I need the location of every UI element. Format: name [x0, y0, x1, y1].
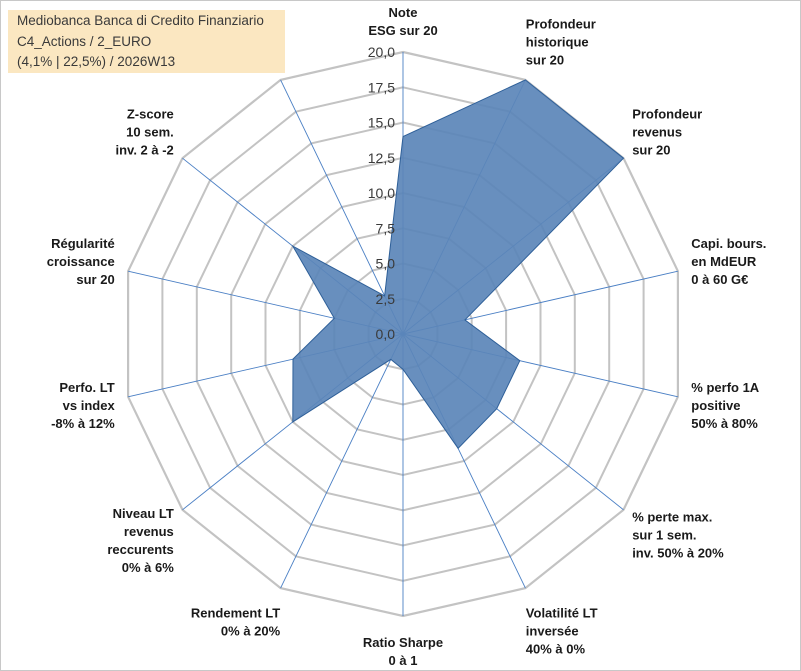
axis-label: sur 1 sem. — [632, 527, 696, 542]
axis-label: 0% à 20% — [221, 624, 281, 639]
series-point — [457, 447, 460, 450]
axis-label: Profondeur — [526, 16, 596, 31]
axis-label-group: Volatilité LT inversée 40% à 0% — [526, 606, 598, 657]
series-point — [518, 359, 521, 362]
axis-label: revenus — [632, 125, 682, 140]
axis-label: % perfo 1A — [691, 380, 760, 395]
radar-series — [291, 78, 625, 450]
radar-tick-labels: 0,0 2,5 5,0 7,5 10,0 12,5 15,0 17,5 20,0 — [368, 44, 395, 342]
axis-label: sur 20 — [76, 272, 114, 287]
axis-label: historique — [526, 34, 589, 49]
axis-label: -8% à 12% — [51, 416, 115, 431]
axis-label: reccurents — [107, 542, 173, 557]
axis-label-group: Note ESG sur 20 — [368, 5, 437, 38]
chart-title-company: Mediobanca Banca di Credito Finanziario — [17, 13, 264, 28]
axis-label-group: % perfo 1A positive 50% à 80% — [691, 380, 760, 431]
axis-label: 0 à 1 — [389, 653, 418, 668]
axis-label: Z-score — [127, 107, 174, 122]
tick-label: 12,5 — [368, 150, 395, 166]
axis-label: Rendement LT — [191, 606, 280, 621]
axis-label: inv. 2 à -2 — [116, 143, 174, 158]
axis-label: % perte max. — [632, 509, 712, 524]
axis-label: 40% à 0% — [526, 642, 586, 657]
tick-label: 0,0 — [376, 326, 396, 342]
series-point — [291, 420, 294, 423]
series-point — [389, 358, 392, 361]
axis-label: croissance — [47, 254, 115, 269]
axis-label: en MdEUR — [691, 254, 757, 269]
tick-label: 15,0 — [368, 115, 395, 131]
axis-label: 0 à 60 G€ — [691, 272, 748, 287]
chart-title-stats: (4,1% | 22,5%) / 2026W13 — [17, 54, 176, 69]
tick-label: 20,0 — [368, 44, 395, 60]
axis-label: ESG sur 20 — [368, 23, 437, 38]
axis-label: Ratio Sharpe — [363, 635, 443, 650]
axis-label: Volatilité LT — [526, 606, 598, 621]
tick-label: 5,0 — [376, 256, 396, 272]
series-point — [292, 358, 295, 361]
series-point — [622, 157, 625, 160]
chart-title-category: C4_Actions / 2_EURO — [17, 34, 152, 49]
axis-label-group: Z-score 10 sem. inv. 2 à -2 — [116, 107, 174, 158]
axis-label-group: Ratio Sharpe 0 à 1 — [363, 635, 443, 668]
chart-title-box: Mediobanca Banca di Credito Finanziario … — [8, 10, 285, 73]
axis-label-group: Régularité croissance sur 20 — [47, 236, 115, 287]
axis-label: Profondeur — [632, 107, 702, 122]
series-point — [463, 318, 466, 321]
axis-spoke — [280, 333, 404, 589]
axis-label: positive — [691, 398, 740, 413]
tick-label: 2,5 — [376, 291, 396, 307]
axis-label: sur 20 — [526, 52, 564, 67]
axis-spoke — [280, 79, 404, 335]
tick-label: 10,0 — [368, 185, 395, 201]
axis-label-group: Perfo. LT vs index -8% à 12% — [51, 380, 115, 431]
series-area — [291, 79, 625, 450]
axis-label: revenus — [124, 524, 174, 539]
tick-label: 7,5 — [376, 220, 396, 236]
axis-label: vs index — [63, 398, 116, 413]
series-point — [402, 135, 405, 138]
axis-label-group: % perte max. sur 1 sem. inv. 50% à 20% — [632, 509, 724, 560]
axis-label: sur 20 — [632, 143, 670, 158]
axis-label: 10 sem. — [126, 125, 174, 140]
axis-label: Régularité — [51, 236, 115, 251]
axis-label-group: Niveau LT revenus reccurents 0% à 6% — [107, 506, 174, 575]
series-point — [402, 368, 405, 371]
series-point — [524, 78, 527, 81]
series-point — [291, 245, 294, 248]
axis-label-group: Profondeur historique sur 20 — [526, 16, 596, 67]
axis-label: 50% à 80% — [691, 416, 758, 431]
axis-label: Perfo. LT — [59, 380, 114, 395]
axis-label: 0% à 6% — [122, 560, 174, 575]
series-point — [333, 317, 336, 320]
axis-label: Niveau LT — [113, 506, 174, 521]
axis-label: Note — [389, 5, 418, 20]
axis-label-group: Capi. bours. en MdEUR 0 à 60 G€ — [691, 236, 766, 287]
axis-label-group: Profondeur revenus sur 20 — [632, 107, 702, 158]
axis-label: Capi. bours. — [691, 236, 766, 251]
axis-label: inversée — [526, 624, 579, 639]
axis-label: inv. 50% à 20% — [632, 545, 724, 560]
axis-label-group: Rendement LT 0% à 20% — [191, 606, 281, 639]
series-point — [495, 407, 498, 410]
tick-label: 17,5 — [368, 79, 395, 95]
